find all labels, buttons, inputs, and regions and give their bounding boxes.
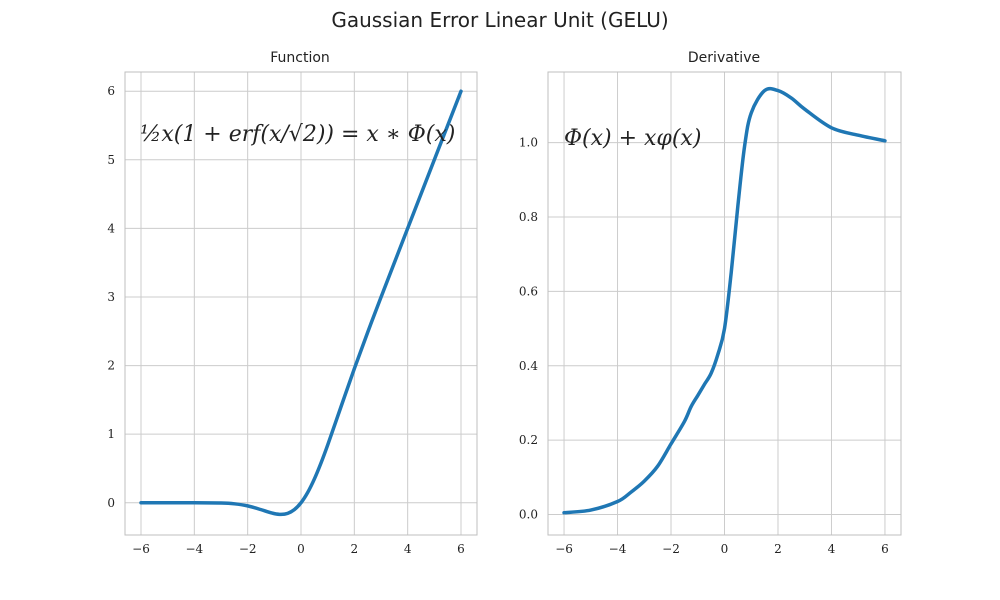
function-ytick-label: 6: [107, 84, 115, 98]
function-xtick-label: 0: [297, 542, 305, 556]
derivative-plot: −6 −4 −2 0 2 4 6 0.0 0.2 0.4 0.6 0.8 1.0: [519, 71, 902, 556]
derivative-frame: [547, 71, 902, 536]
derivative-ytick-label: 0.4: [519, 359, 538, 373]
function-xtick-label: 4: [404, 542, 412, 556]
function-xtick-label: −2: [239, 542, 257, 556]
derivative-xtick-label: 6: [881, 542, 889, 556]
function-ytick-label: 1: [107, 427, 115, 441]
function-xtick-label: 6: [457, 542, 465, 556]
derivative-ytick-label: 0.6: [519, 284, 538, 298]
derivative-series-line: [562, 86, 887, 515]
derivative-ytick-label: 1.0: [519, 136, 538, 150]
panel-title-function: Function: [270, 50, 330, 66]
function-ytick-label: 4: [107, 221, 115, 235]
derivative-ytick-label: 0.8: [519, 210, 538, 224]
derivative-xtick-label: −4: [609, 542, 627, 556]
function-xtick-label: −6: [132, 542, 150, 556]
function-plot: −6 −4 −2 0 2 4 6 0 1 2 3 4 5 6: [107, 71, 478, 556]
function-frame: [124, 71, 478, 536]
function-xtick-label: 2: [351, 542, 359, 556]
figure-title: Gaussian Error Linear Unit (GELU): [331, 8, 669, 32]
derivative-xtick-label: −2: [662, 542, 680, 556]
derivative-formula: Φ(x) + xφ(x): [564, 126, 702, 151]
derivative-ytick-label: 0.2: [519, 433, 538, 447]
function-xtick-label: −4: [185, 542, 203, 556]
panel-title-derivative: Derivative: [687, 50, 761, 66]
function-ytick-label: 5: [107, 153, 115, 167]
function-series-line: [139, 89, 463, 517]
derivative-xtick-label: 2: [774, 542, 782, 556]
derivative-xtick-label: −6: [555, 542, 573, 556]
derivative-xtick-label: 4: [828, 542, 836, 556]
function-ytick-label: 0: [107, 496, 115, 510]
derivative-xtick-label: 0: [721, 542, 729, 556]
function-ytick-label: 2: [107, 359, 115, 373]
function-ytick-label: 3: [107, 290, 115, 304]
derivative-ytick-label: 0.0: [519, 508, 538, 522]
function-formula: ½x(1 + erf(x/√2)) = x ∗ Φ(x): [140, 122, 456, 147]
